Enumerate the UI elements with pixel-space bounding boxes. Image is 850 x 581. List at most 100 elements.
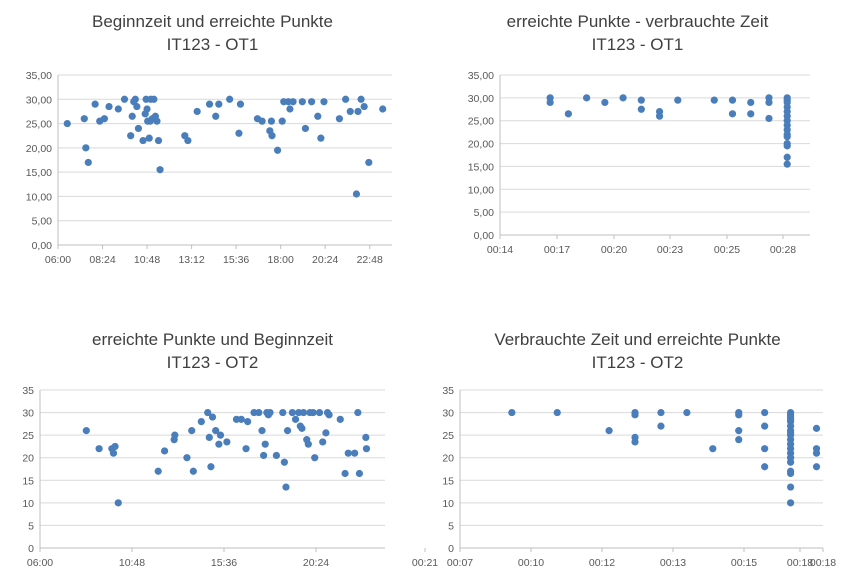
data-point xyxy=(352,190,361,198)
data-point xyxy=(216,431,225,439)
data-point xyxy=(288,408,296,417)
chart-title-line: erreichte Punkte - verbrauchte Zeit xyxy=(506,12,769,31)
scatter-plot: 0,00 5,00 10,00 15,00 20,00 25,00 30,00 35,00 06… xyxy=(26,70,392,266)
data-point xyxy=(314,112,322,120)
y-tick-label: 0,00 xyxy=(32,240,53,252)
chart-title: Beginnzeit und erreichte Punkte IT123 - … xyxy=(0,10,425,56)
x-tick-label: 00:10 xyxy=(518,557,544,569)
data-point xyxy=(223,438,231,446)
chart-subtitle: IT123 - OT2 xyxy=(166,353,259,372)
y-tick-label: 5,00 xyxy=(474,207,495,219)
y-tick-label: 30 xyxy=(22,408,34,420)
data-point xyxy=(786,483,795,491)
data-point xyxy=(336,415,344,423)
data-point xyxy=(761,422,769,430)
y-tick-label: 25,00 xyxy=(26,119,52,131)
y-tick-label: 20 xyxy=(442,453,454,465)
x-tick-label: 10:48 xyxy=(119,557,145,569)
data-point xyxy=(365,158,373,167)
data-point xyxy=(735,427,743,435)
data-point xyxy=(139,136,147,145)
chart-subtitle: IT123 - OT1 xyxy=(591,35,684,54)
data-point xyxy=(761,445,769,453)
data-point xyxy=(183,454,191,462)
x-tick-label: 18:00 xyxy=(268,254,294,266)
data-point xyxy=(63,119,71,128)
x-tick-label: 00:25 xyxy=(714,244,740,256)
y-tick-label: 0 xyxy=(28,543,34,555)
data-point xyxy=(320,98,328,106)
x-tick-label: 20:24 xyxy=(303,557,329,569)
data-point xyxy=(351,449,359,457)
data-point xyxy=(286,105,294,113)
data-point xyxy=(280,458,288,466)
chart-title: Verbrauchte Zeit und erreichte Punkte IT… xyxy=(425,328,850,374)
data-point xyxy=(786,469,795,478)
data-point xyxy=(747,110,755,118)
data-point xyxy=(631,438,639,446)
data-point xyxy=(134,124,143,133)
data-point xyxy=(508,408,516,417)
data-point xyxy=(235,129,243,137)
data-point xyxy=(346,107,354,116)
y-tick-label: 10 xyxy=(442,498,454,510)
chart-title: erreichte Punkte und Beginnzeit IT123 - … xyxy=(0,328,425,374)
y-tick-label: 35,00 xyxy=(468,70,494,82)
data-point xyxy=(728,110,737,118)
data-point xyxy=(283,427,292,435)
data-point xyxy=(153,117,161,125)
data-point xyxy=(674,96,682,104)
data-point xyxy=(154,136,163,145)
data-point xyxy=(150,95,158,103)
data-point xyxy=(315,408,324,417)
data-point xyxy=(193,107,201,116)
data-point xyxy=(307,98,316,106)
data-point xyxy=(812,424,821,432)
data-point xyxy=(226,95,234,103)
data-point xyxy=(765,98,773,107)
data-point xyxy=(128,112,136,120)
data-point xyxy=(335,115,344,123)
data-point xyxy=(298,98,306,106)
x-tick-label: 00:12 xyxy=(589,557,615,569)
data-point xyxy=(683,408,691,417)
data-point xyxy=(289,98,297,106)
y-tick-label: 10 xyxy=(22,498,34,510)
data-point xyxy=(100,115,108,123)
x-tick-label: 06:00 xyxy=(27,557,53,569)
x-tick-label: 00:28 xyxy=(770,244,796,256)
data-point xyxy=(120,95,129,103)
data-point xyxy=(301,124,310,133)
chart-begin-time-ot2: erreichte Punkte und Beginnzeit IT123 - … xyxy=(0,290,425,581)
data-point xyxy=(304,440,312,448)
data-point xyxy=(322,429,330,437)
data-point xyxy=(362,445,371,453)
data-point xyxy=(357,95,365,103)
data-point xyxy=(765,114,773,123)
data-point xyxy=(783,153,791,161)
chart-used-time-ot2: Verbrauchte Zeit und erreichte Punkte IT… xyxy=(412,290,850,581)
y-tick-label: 35 xyxy=(22,385,34,397)
data-point xyxy=(325,411,333,419)
x-tick-label: 00:20 xyxy=(601,244,627,256)
data-point xyxy=(728,96,737,104)
chart-title-line: Beginnzeit und erreichte Punkte xyxy=(92,12,333,31)
data-point xyxy=(812,463,821,471)
data-point xyxy=(344,449,352,457)
y-tick-label: 5 xyxy=(448,520,454,532)
y-tick-label: 25 xyxy=(22,430,34,442)
data-point xyxy=(812,449,821,457)
y-tick-label: 10,00 xyxy=(468,184,494,196)
data-point xyxy=(143,105,151,113)
data-point xyxy=(637,105,645,113)
data-point xyxy=(237,415,245,423)
data-point xyxy=(783,142,791,150)
y-tick-label: 30 xyxy=(442,408,454,420)
y-tick-label: 10,00 xyxy=(26,191,52,203)
x-tick-label: 00:21 xyxy=(412,557,438,569)
data-point xyxy=(205,100,214,108)
data-point xyxy=(553,408,561,417)
data-point xyxy=(145,134,153,142)
y-tick-label: 30,00 xyxy=(26,94,52,106)
y-tick-label: 20,00 xyxy=(468,139,494,151)
